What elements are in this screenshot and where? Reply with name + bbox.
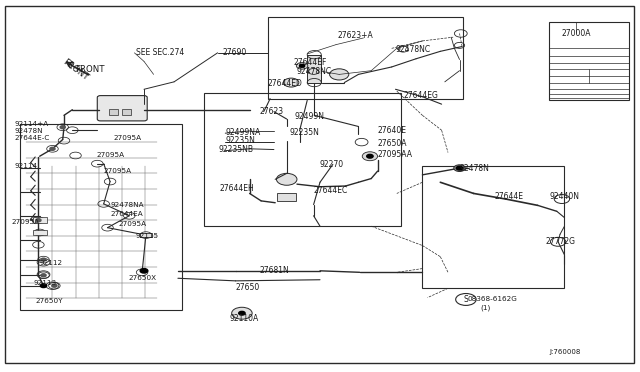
Text: 27690: 27690 <box>223 48 247 57</box>
Bar <box>277 193 296 201</box>
Text: 27640E: 27640E <box>378 126 406 135</box>
FancyBboxPatch shape <box>97 96 147 121</box>
Text: 92112: 92112 <box>40 260 63 266</box>
Circle shape <box>284 78 299 87</box>
Text: 27681N: 27681N <box>259 266 289 275</box>
Circle shape <box>40 284 47 288</box>
Text: 92478N: 92478N <box>460 164 490 173</box>
Text: 27644EG: 27644EG <box>403 92 438 100</box>
Text: 92440N: 92440N <box>549 192 579 201</box>
Text: 27095A: 27095A <box>12 219 40 225</box>
Text: 92115: 92115 <box>136 233 159 239</box>
Text: 27644EH: 27644EH <box>220 185 254 193</box>
Text: 27650A: 27650A <box>378 139 407 148</box>
Bar <box>140 233 152 237</box>
Text: 92235N: 92235N <box>289 128 319 137</box>
Circle shape <box>52 284 57 287</box>
Circle shape <box>60 126 65 129</box>
Circle shape <box>296 62 308 69</box>
Circle shape <box>239 311 245 315</box>
Text: J:760008: J:760008 <box>549 349 580 355</box>
Text: 27644E-C: 27644E-C <box>14 135 49 141</box>
Text: 27772G: 27772G <box>545 237 575 246</box>
Bar <box>33 217 47 223</box>
Bar <box>549 22 629 100</box>
Text: 27644E: 27644E <box>494 192 523 201</box>
Circle shape <box>41 258 46 261</box>
Text: 92499N: 92499N <box>294 112 324 121</box>
Circle shape <box>330 69 349 80</box>
Text: 27095A: 27095A <box>114 135 142 141</box>
Text: SEE SEC.274: SEE SEC.274 <box>136 48 184 57</box>
Text: 27644EF: 27644EF <box>293 58 326 67</box>
Text: S: S <box>463 295 468 304</box>
Bar <box>204 93 401 226</box>
Text: 92478NC: 92478NC <box>396 45 431 54</box>
Circle shape <box>36 219 41 222</box>
Circle shape <box>140 269 148 273</box>
Text: 27644EC: 27644EC <box>314 186 348 195</box>
Circle shape <box>300 64 305 67</box>
Circle shape <box>456 166 463 170</box>
Text: 27623+A: 27623+A <box>338 31 374 40</box>
Text: 27095A: 27095A <box>118 221 147 227</box>
Text: 92235N: 92235N <box>225 136 255 145</box>
Bar <box>268 17 463 99</box>
Text: 92478N: 92478N <box>14 128 43 134</box>
Text: 92114: 92114 <box>14 163 37 169</box>
Text: 92110A: 92110A <box>229 314 259 323</box>
Text: 27000A: 27000A <box>561 29 591 38</box>
Text: 27095AA: 27095AA <box>378 150 413 159</box>
Text: 27650: 27650 <box>236 283 260 292</box>
Text: 27623: 27623 <box>259 107 284 116</box>
Bar <box>307 55 321 83</box>
Text: 08368-6162G: 08368-6162G <box>467 296 517 302</box>
Text: 27644EA: 27644EA <box>110 211 143 217</box>
Text: 92235NB: 92235NB <box>219 145 254 154</box>
Bar <box>422 166 564 288</box>
Text: 92270: 92270 <box>320 160 344 169</box>
Text: 92478NA: 92478NA <box>110 202 144 208</box>
Text: FRONT: FRONT <box>61 57 90 83</box>
Circle shape <box>41 274 46 277</box>
Circle shape <box>367 154 373 158</box>
Circle shape <box>232 307 252 319</box>
Bar <box>109 109 118 115</box>
Text: (1): (1) <box>480 305 490 311</box>
Text: 27095A: 27095A <box>104 168 132 174</box>
Text: 27095A: 27095A <box>96 153 124 158</box>
Text: 27644ED: 27644ED <box>268 79 302 88</box>
Bar <box>20 124 182 310</box>
Text: 92113: 92113 <box>33 280 56 286</box>
Bar <box>122 109 131 115</box>
Text: 27650Y: 27650Y <box>35 298 63 304</box>
Text: 92499NA: 92499NA <box>225 128 260 137</box>
Circle shape <box>454 165 465 171</box>
Circle shape <box>50 147 55 150</box>
Text: 27650X: 27650X <box>128 275 156 281</box>
Bar <box>33 230 47 235</box>
Text: FRONT: FRONT <box>76 65 105 74</box>
Circle shape <box>362 152 378 161</box>
Text: 92478NC: 92478NC <box>296 67 332 76</box>
Circle shape <box>276 173 297 185</box>
Text: 92114+A: 92114+A <box>14 121 49 126</box>
